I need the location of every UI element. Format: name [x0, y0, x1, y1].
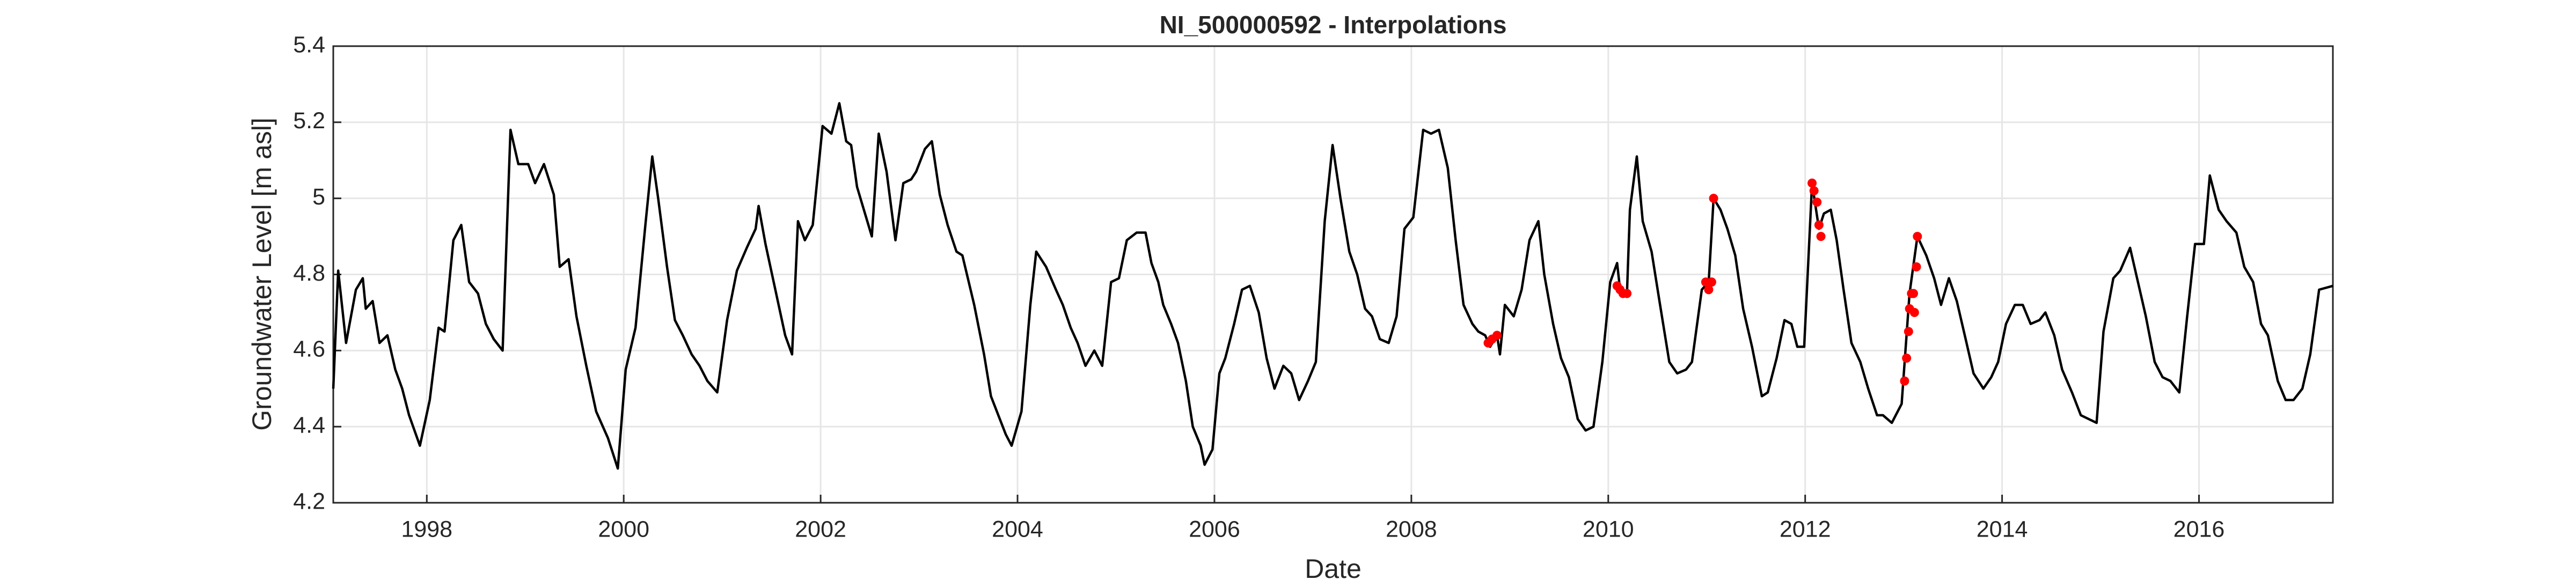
interpolated-point [1704, 285, 1714, 295]
interpolated-point [1707, 277, 1716, 287]
interpolated-point [1912, 262, 1921, 272]
interpolated-point [1904, 327, 1913, 336]
x-axis-label: Date [1305, 554, 1362, 584]
interpolated-point [1908, 289, 1918, 298]
interpolated-point [1816, 232, 1826, 241]
x-tick-label: 2016 [2174, 516, 2225, 542]
interpolated-point [1809, 186, 1819, 195]
y-tick-label: 4.4 [293, 413, 325, 438]
y-tick-label: 5 [312, 184, 325, 210]
x-tick-label: 2014 [1977, 516, 2028, 542]
y-tick-label: 5.4 [293, 32, 325, 57]
interpolated-point [1709, 194, 1718, 203]
x-tick-label: 2010 [1583, 516, 1634, 542]
x-tick-label: 1998 [401, 516, 452, 542]
x-tick-label: 2002 [795, 516, 846, 542]
interpolated-point [1812, 197, 1822, 207]
interpolated-point [1902, 354, 1912, 363]
y-axis-label: Groundwater Level [m asl] [247, 118, 277, 431]
y-tick-label: 4.8 [293, 260, 325, 286]
data-line [332, 102, 2333, 470]
interpolated-point [1807, 178, 1817, 188]
x-tick-label: 2008 [1386, 516, 1437, 542]
interpolated-point [1622, 289, 1632, 298]
x-tick-label: 2004 [992, 516, 1043, 542]
y-tick-label: 5.2 [293, 108, 325, 134]
interpolated-point [1900, 376, 1909, 386]
y-tick-label: 4.6 [293, 336, 325, 362]
interpolated-point [1909, 307, 1919, 317]
x-tick-label: 2000 [598, 516, 649, 542]
chart-title: NI_500000592 - Interpolations [1160, 11, 1507, 39]
plot-frame [332, 45, 2334, 504]
y-tick-label: 4.2 [293, 488, 325, 514]
interpolated-point [1814, 220, 1824, 230]
interpolated-point [1913, 232, 1922, 241]
x-tick-label: 2012 [1780, 516, 1831, 542]
x-tick-label: 2006 [1189, 516, 1240, 542]
interpolated-point [1492, 331, 1502, 340]
